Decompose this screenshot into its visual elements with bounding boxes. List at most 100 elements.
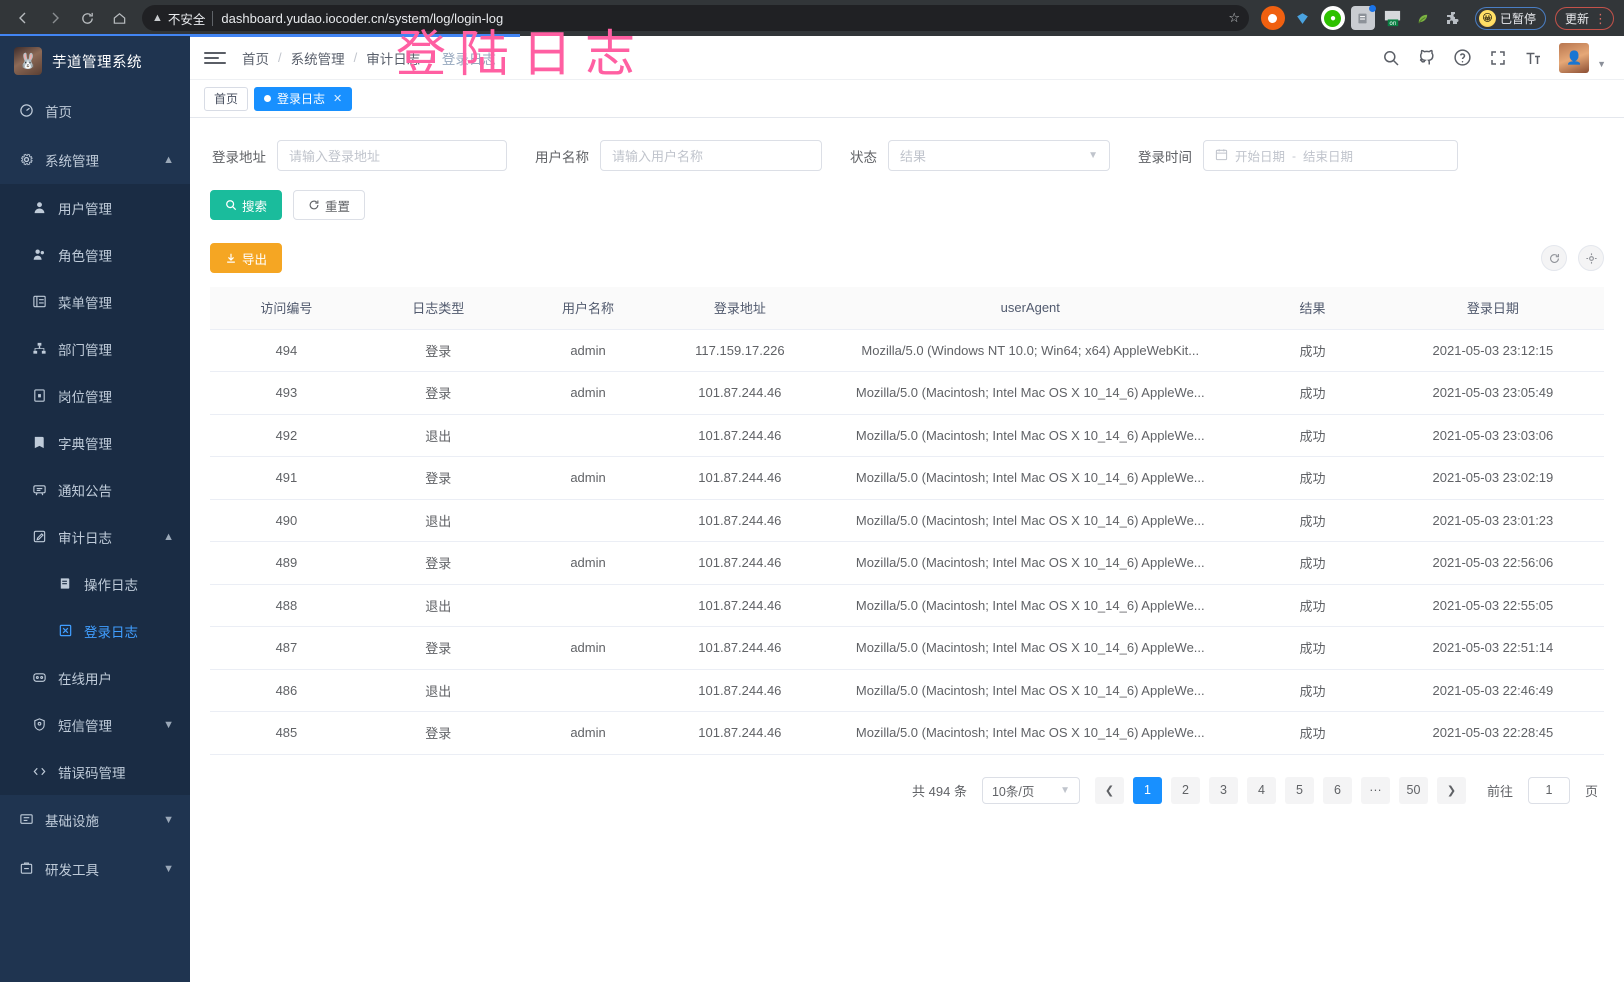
brand[interactable]: 🐰 芋道管理系统 (0, 36, 190, 86)
fullscreen-icon[interactable] (1489, 49, 1507, 67)
font-size-icon[interactable] (1524, 49, 1542, 67)
page-button-4[interactable]: 4 (1246, 776, 1276, 804)
table-row[interactable]: 494 登录 admin 117.159.17.226 Mozilla/5.0 (Win… (210, 329, 1604, 372)
page-button-5[interactable]: 5 (1284, 776, 1314, 804)
leaf-icon[interactable] (1411, 6, 1435, 30)
login-address-input[interactable]: 请输入登录地址 (277, 140, 507, 171)
sidebar-item-notices[interactable]: 通知公告 (0, 466, 190, 513)
cell-username: admin (513, 626, 663, 670)
page-button-3[interactable]: 3 (1208, 776, 1238, 804)
chevron-down-icon: ▼ (163, 813, 174, 826)
puzzle-icon[interactable] (1441, 6, 1465, 30)
translate-icon[interactable]: on (1381, 6, 1405, 30)
jump-page-input[interactable]: 1 (1527, 776, 1570, 804)
sidebar-item-home[interactable]: 首页 (0, 86, 190, 135)
jump-suffix-label: 页 (1584, 783, 1598, 799)
forward-arrow-icon[interactable] (40, 3, 70, 33)
table-row[interactable]: 492 退出 101.87.244.46 Mozilla/5.0 (Macintosh… (210, 414, 1604, 457)
sidebar-item-departments[interactable]: 部门管理 (0, 325, 190, 372)
tab-strip: 首页 登录日志 ✕ (190, 80, 1624, 118)
kebab-menu-icon[interactable]: ⋮ (1594, 10, 1607, 26)
sidebar-item-system[interactable]: 系统管理 ▲ (0, 135, 190, 184)
reload-icon[interactable] (72, 3, 102, 33)
column-header-username[interactable]: 用户名称 (513, 287, 663, 330)
clipboard-icon[interactable] (1350, 5, 1376, 30)
home-icon[interactable] (104, 3, 134, 33)
star-icon[interactable]: ☆ (1228, 10, 1240, 25)
page-button-6[interactable]: 6 (1322, 776, 1352, 804)
update-button[interactable]: 更新 ⋮ (1554, 6, 1614, 30)
column-header-login-date[interactable]: 登录日期 (1381, 287, 1604, 330)
tab-login-log[interactable]: 登录日志 ✕ (254, 86, 353, 111)
page-button-1[interactable]: 1 (1132, 776, 1162, 804)
breadcrumb-item-2[interactable]: 审计日志 (366, 51, 421, 67)
table-row[interactable]: 488 退出 101.87.244.46 Mozilla/5.0 (Macintosh… (210, 584, 1604, 627)
column-header-result[interactable]: 结果 (1243, 287, 1382, 330)
status-select[interactable]: 结果 ▼ (888, 140, 1110, 171)
refresh-circle-icon[interactable] (1541, 245, 1567, 271)
sidebar-menu: 首页 系统管理 ▲ 用户管理 (0, 86, 190, 982)
sidebar-item-dev-tools[interactable]: 研发工具 ▼ (0, 844, 190, 893)
login-time-daterange[interactable]: 开始日期 - 结束日期 (1203, 140, 1458, 171)
sidebar-item-roles[interactable]: 角色管理 (0, 231, 190, 278)
sidebar-item-posts[interactable]: 岗位管理 (0, 372, 190, 419)
avatar[interactable]: 👤 (1559, 42, 1590, 73)
table-row[interactable]: 486 退出 101.87.244.46 Mozilla/5.0 (Macintosh… (210, 669, 1604, 712)
diamond-icon[interactable] (1291, 6, 1315, 30)
cell-result: 成功 (1243, 371, 1382, 415)
close-icon[interactable]: ✕ (333, 93, 343, 105)
next-page-button[interactable]: ❯ (1436, 776, 1466, 804)
sidebar-item-operation-log[interactable]: 操作日志 (0, 560, 190, 607)
menu-list-icon (30, 294, 49, 309)
help-circle-icon[interactable] (1453, 48, 1472, 67)
prev-page-button[interactable]: ❮ (1094, 776, 1124, 804)
export-button[interactable]: 导出 (210, 243, 283, 273)
address-bar[interactable]: ▲ 不安全 dashboard.yudao.iocoder.cn/system/… (142, 5, 1249, 31)
table-toolbar: 导出 (210, 243, 1604, 273)
column-header-useragent[interactable]: userAgent (817, 287, 1244, 330)
filter-label: 状态 (850, 149, 877, 165)
page-ellipsis[interactable]: ··· (1360, 776, 1390, 804)
reset-button[interactable]: 重置 (293, 190, 366, 220)
table-row[interactable]: 493 登录 admin 101.87.244.46 Mozilla/5.0 (Maci… (210, 371, 1604, 415)
sidebar-item-users[interactable]: 用户管理 (0, 184, 190, 231)
page-size-select[interactable]: 10条/页 ▼ (981, 776, 1080, 804)
breadcrumb-item-1[interactable]: 系统管理 (290, 51, 345, 67)
tab-home[interactable]: 首页 (204, 86, 249, 111)
wechat-icon[interactable]: ● (1320, 6, 1345, 30)
search-icon[interactable] (1382, 49, 1400, 67)
sidebar-item-menus[interactable]: 菜单管理 (0, 278, 190, 325)
update-label: 更新 (1564, 11, 1589, 26)
chevron-up-icon: ▲ (163, 530, 174, 543)
search-button[interactable]: 搜索 (210, 190, 283, 220)
filter-status: 状态 结果 ▼ (850, 140, 1110, 171)
page-button-last[interactable]: 50 (1398, 776, 1428, 804)
hamburger-icon[interactable] (204, 51, 226, 64)
breadcrumb-item-0[interactable]: 首页 (242, 51, 269, 67)
github-icon[interactable] (1417, 48, 1436, 67)
sidebar-item-login-log[interactable]: 登录日志 (0, 607, 190, 654)
odoo-icon[interactable] (1260, 6, 1285, 30)
sidebar-item-dictionaries[interactable]: 字典管理 (0, 419, 190, 466)
sidebar-item-sms[interactable]: 短信管理 ▼ (0, 701, 190, 748)
sidebar-item-infrastructure[interactable]: 基础设施 ▼ (0, 795, 190, 844)
user-name-input[interactable]: 请输入用户名称 (600, 140, 822, 171)
table-row[interactable]: 490 退出 101.87.244.46 Mozilla/5.0 (Macintosh… (210, 499, 1604, 542)
column-header-log-type[interactable]: 日志类型 (362, 287, 514, 330)
page-button-2[interactable]: 2 (1170, 776, 1200, 804)
profile-paused-pill[interactable]: 😀 已暂停 (1474, 6, 1546, 30)
sidebar-item-error-codes[interactable]: 错误码管理 (0, 748, 190, 795)
table-row[interactable]: 489 登录 admin 101.87.244.46 Mozilla/5.0 (Maci… (210, 541, 1604, 585)
chevron-down-icon[interactable]: ▼ (1597, 58, 1606, 69)
filter-actions: 搜索 重置 (210, 190, 1604, 220)
sidebar-item-audit-logs[interactable]: 审计日志 ▲ (0, 513, 190, 560)
back-arrow-icon[interactable] (8, 3, 38, 33)
table-row[interactable]: 487 登录 admin 101.87.244.46 Mozilla/5.0 (Maci… (210, 626, 1604, 670)
column-header-login-address[interactable]: 登录地址 (662, 287, 818, 330)
sidebar-item-online-users[interactable]: 在线用户 (0, 654, 190, 701)
settings-circle-icon[interactable] (1578, 245, 1604, 271)
table-row[interactable]: 485 登录 admin 101.87.244.46 Mozilla/5.0 (Maci… (210, 711, 1604, 755)
cell-useragent: Mozilla/5.0 (Macintosh; Intel Mac OS X 1… (817, 711, 1244, 755)
column-header-access-id[interactable]: 访问编号 (210, 287, 363, 330)
table-row[interactable]: 491 登录 admin 101.87.244.46 Mozilla/5.0 (Maci… (210, 456, 1604, 500)
